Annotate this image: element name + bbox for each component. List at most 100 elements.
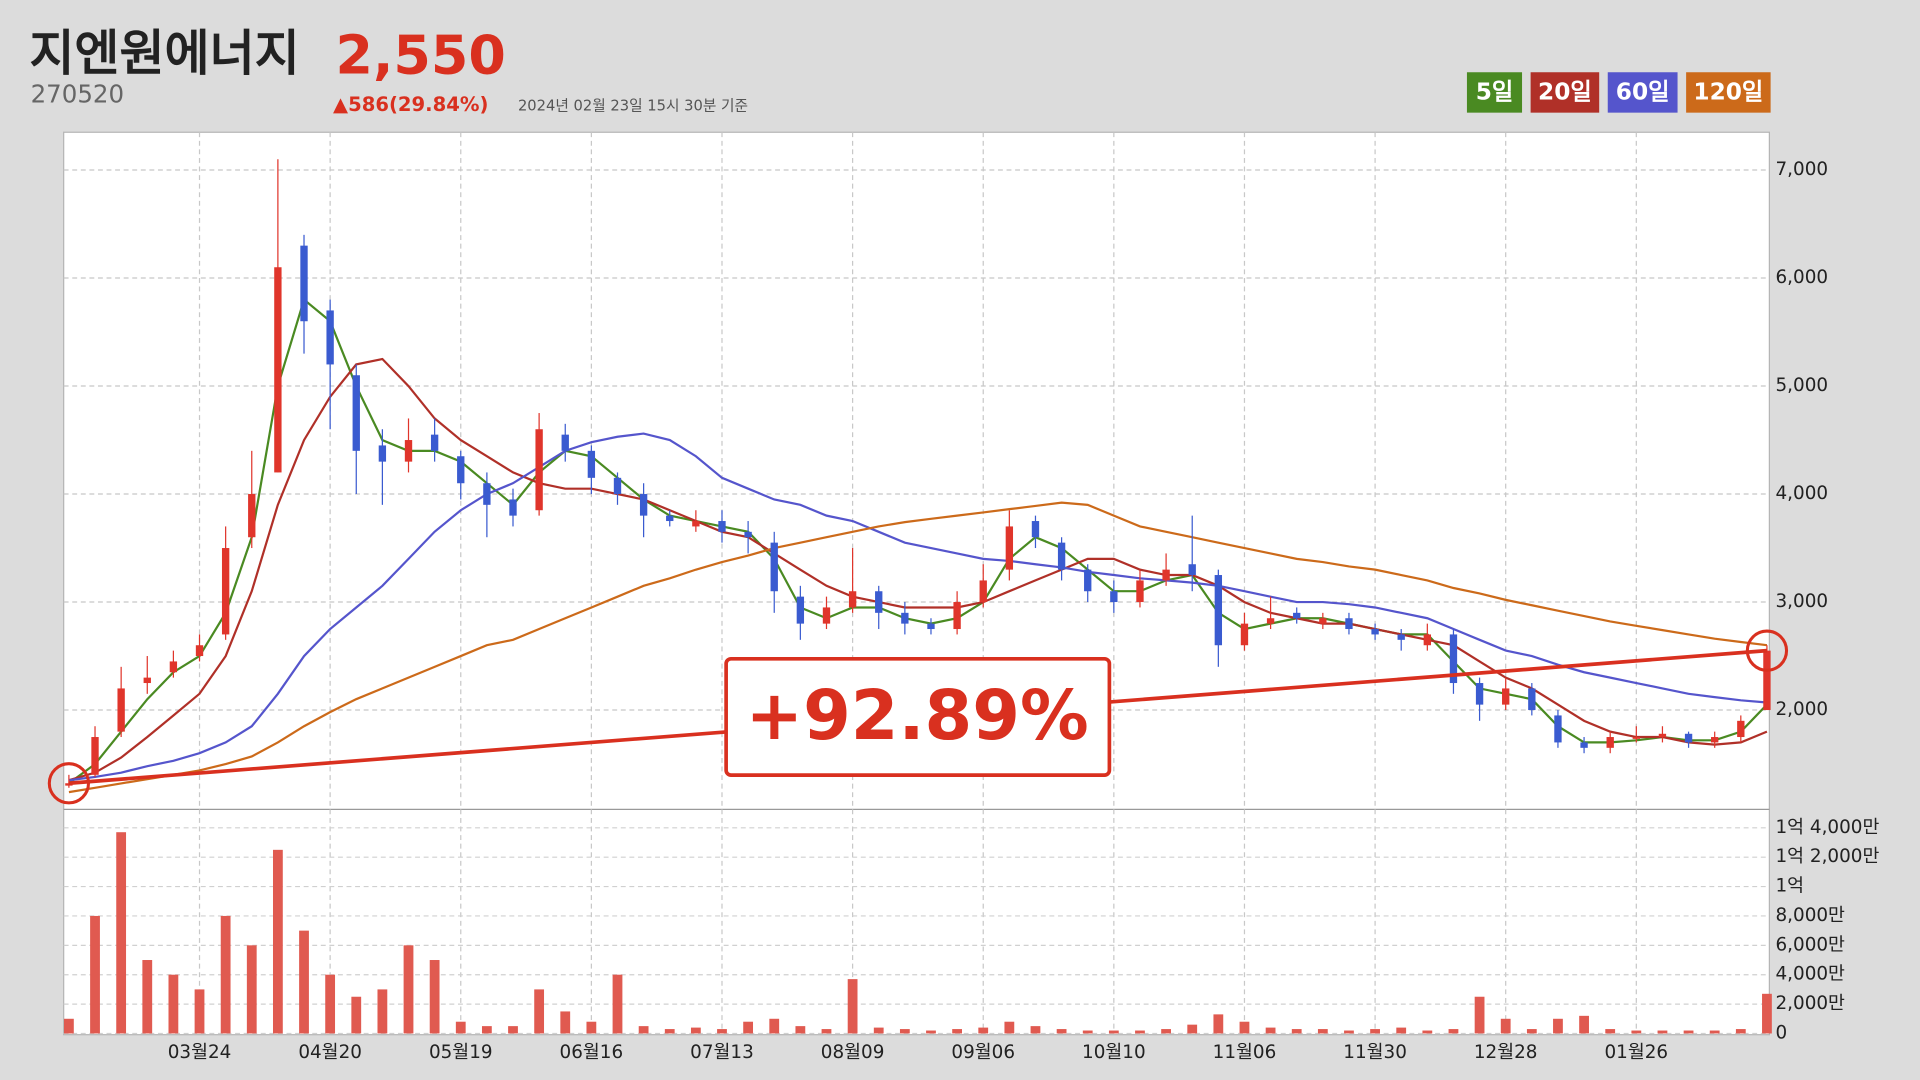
x-tick-label: 05월19 [429, 1042, 493, 1063]
x-tick-label: 04월20 [298, 1042, 362, 1063]
volume-bar [952, 1029, 963, 1034]
candle-body [352, 375, 360, 451]
volume-bar [1579, 1015, 1589, 1034]
candle-body [1345, 618, 1353, 630]
axes: 03월24 04월20 05월19 06월16 07월13 08월09 09월06 10월10… [168, 159, 1880, 1063]
candle-body [1136, 580, 1144, 603]
ma-line [68, 432, 1768, 782]
candle-body [639, 494, 648, 516]
volume-bar [1056, 1029, 1067, 1034]
candle-body [117, 688, 125, 732]
y-tick-label: 7,000 [1776, 159, 1829, 180]
volume-bar [168, 974, 179, 1034]
volume-bar [1474, 996, 1485, 1034]
x-tick-label: 06월16 [560, 1042, 624, 1063]
candle-body [1502, 688, 1510, 705]
panel [63, 131, 1770, 1036]
timestamp: 2024년 02월 23일 15시 30분 기준 [518, 98, 748, 115]
volume-bar [220, 915, 231, 1034]
candle-body [300, 245, 308, 322]
candle-body [613, 477, 622, 495]
x-tick-label: 01월26 [1605, 1042, 1669, 1063]
candles [65, 159, 1771, 788]
volume-bar [429, 960, 440, 1034]
volume-tick-label: 0 [1776, 1022, 1788, 1043]
legend: 5일 20일 60일 120일 [1466, 72, 1771, 113]
candle-body [1214, 575, 1223, 646]
ma-line [68, 297, 1768, 785]
volume-bar [1448, 1029, 1459, 1034]
volume-bar [1213, 1014, 1224, 1034]
candle-body [1423, 634, 1432, 646]
price-change: ▲586(29.84%) [333, 93, 488, 116]
candle-body [378, 445, 387, 462]
start-marker [47, 762, 91, 805]
candle-body [1266, 618, 1275, 624]
candle-body [1449, 634, 1458, 684]
candle-body [1057, 542, 1066, 570]
volume-bar [586, 1021, 597, 1034]
candle-body [822, 607, 831, 624]
x-tick-label: 11월30 [1343, 1042, 1407, 1063]
volume-bar [1709, 1030, 1720, 1034]
volume-bar [1683, 1030, 1694, 1034]
y-tick-label: 2,000 [1776, 699, 1829, 720]
volume-bar [1605, 1029, 1616, 1034]
candle-body [1475, 683, 1484, 705]
volume-tick-label: 8,000만 [1776, 905, 1846, 926]
volume-tick-label: 1억 [1776, 876, 1805, 897]
candle-body [770, 542, 778, 592]
candle-body [1711, 737, 1719, 743]
volume-bar [194, 989, 205, 1034]
volume-bar [90, 915, 100, 1034]
volume-tick-label: 4,000만 [1776, 964, 1846, 985]
annotation-text: +92.89% [746, 676, 1089, 756]
candle-body [1319, 618, 1327, 624]
candle-body [404, 440, 413, 462]
volume-bar [1631, 1030, 1642, 1034]
candle-body [430, 434, 439, 451]
volume-bar [299, 930, 309, 1034]
y-tick-label: 4,000 [1776, 483, 1829, 504]
volume-bar [717, 1029, 727, 1034]
volume-bar [116, 832, 127, 1034]
volume-bar [1762, 993, 1772, 1034]
legend-label: 20일 [1538, 79, 1592, 106]
volume-bar [1082, 1030, 1093, 1034]
candle-body [1188, 564, 1196, 576]
candle-body [195, 645, 204, 657]
volume-bar [1317, 1029, 1328, 1034]
candle-body [901, 612, 909, 624]
volume-bar [246, 945, 257, 1034]
legend-badge [1466, 72, 1523, 113]
volume-bar [664, 1029, 675, 1034]
candle-body [221, 548, 230, 635]
volume-bar [690, 1027, 701, 1034]
candle-body [666, 515, 674, 522]
candle-body [143, 677, 151, 684]
volume-bar [926, 1030, 936, 1034]
candle-body [1293, 612, 1301, 619]
candle-body [1240, 623, 1249, 646]
y-tick-label: 5,000 [1776, 375, 1829, 396]
volume-bar [1370, 1029, 1380, 1034]
x-tick-label: 03월24 [168, 1042, 232, 1063]
legend-badge [1686, 72, 1771, 113]
stock-price: 2,550 [336, 23, 506, 86]
candle-body [65, 783, 73, 786]
volume-bar [769, 1018, 780, 1034]
volume-bar [978, 1027, 989, 1034]
volume-bar [795, 1026, 806, 1034]
legend-label: 5일 [1476, 79, 1514, 106]
volume-bar [403, 945, 414, 1034]
volume-bar [534, 989, 545, 1034]
volume-bar [560, 1011, 571, 1034]
candle-body [1763, 650, 1771, 711]
candle-body [718, 521, 726, 532]
volume-bar [638, 1026, 649, 1034]
x-tick-label: 12월28 [1474, 1042, 1538, 1063]
volume-bar [847, 979, 858, 1034]
x-tick-label: 08월09 [821, 1042, 885, 1063]
